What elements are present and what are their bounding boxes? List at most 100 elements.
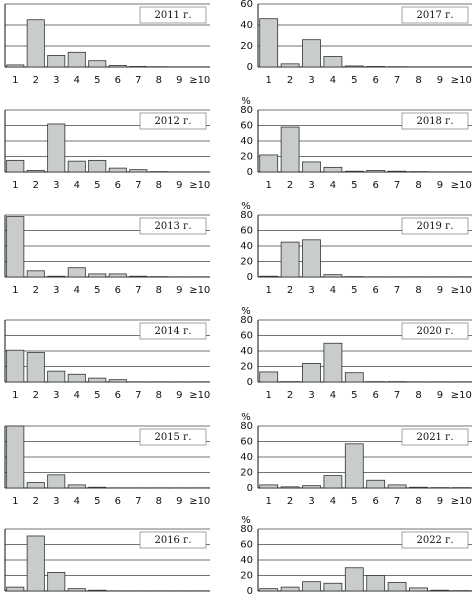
x-tick-label: 1 (12, 390, 18, 401)
x-tick-label: 4 (330, 390, 336, 401)
y-tick-label: 0 (247, 167, 253, 178)
x-tick-label: 3 (53, 180, 59, 191)
x-tick-label: 6 (373, 496, 379, 507)
bar (6, 586, 25, 592)
bar (409, 486, 428, 489)
x-tick-label: 8 (415, 180, 421, 191)
x-tick-label: ≥10 (189, 390, 210, 401)
y-tick-label: 0 (247, 586, 253, 597)
bar (409, 587, 428, 592)
x-tick-label: 3 (308, 496, 314, 507)
x-tick-label: 4 (74, 390, 80, 401)
y-tick-label: 40 (240, 136, 253, 147)
x-tick-label: ≥10 (451, 390, 472, 401)
bar (26, 170, 45, 173)
x-tick-label: 4 (74, 180, 80, 191)
y-tick-label: 40 (240, 346, 253, 357)
y-tick-label: 60 (240, 0, 253, 10)
x-tick-label: 5 (94, 496, 100, 507)
y-tick-label: 60 (240, 540, 253, 551)
y-axis-label: % (241, 96, 251, 107)
x-tick-label: 3 (308, 75, 314, 86)
bar (280, 486, 300, 489)
bar (47, 474, 66, 489)
x-tick-label: 7 (394, 496, 400, 507)
x-tick-label: 7 (135, 496, 141, 507)
bar (302, 581, 321, 592)
y-tick-label: 40 (240, 20, 253, 31)
bar (67, 484, 86, 489)
x-tick-label: 2 (33, 285, 39, 296)
x-tick-label: ≥10 (451, 180, 472, 191)
bar (323, 166, 343, 173)
x-tick-label: 2 (33, 180, 39, 191)
x-tick-label: 3 (53, 75, 59, 86)
bar (67, 160, 86, 173)
bar (26, 352, 45, 383)
bar (47, 55, 66, 68)
y-tick-label: 80 (240, 210, 253, 221)
bar (47, 572, 66, 592)
bar (108, 65, 127, 68)
x-tick-label: 1 (12, 180, 18, 191)
x-tick-label: 5 (351, 496, 357, 507)
bar (67, 51, 86, 68)
x-tick-label: 1 (266, 75, 272, 86)
bar (47, 370, 66, 383)
bar (129, 169, 148, 173)
y-tick-label: 60 (240, 121, 253, 132)
title-box (401, 112, 469, 130)
bar (323, 342, 343, 383)
bar (26, 19, 45, 68)
panel-title: 2017 г. (416, 10, 453, 21)
panel-title: 2020 г. (416, 326, 453, 337)
bar (67, 373, 86, 383)
panel-title: 2018 г. (416, 116, 453, 127)
x-tick-label: 2 (287, 180, 293, 191)
x-tick-label: 8 (415, 496, 421, 507)
title-box (401, 428, 469, 446)
x-tick-label: 9 (176, 180, 182, 191)
x-tick-label: 7 (135, 285, 141, 296)
bar (259, 588, 279, 592)
bar (302, 161, 321, 173)
title-box (401, 217, 469, 235)
x-tick-label: 1 (266, 496, 272, 507)
bar (6, 216, 25, 278)
y-tick-label: 0 (247, 483, 253, 494)
x-tick-label: 1 (266, 390, 272, 401)
bar (88, 589, 107, 592)
bar (67, 267, 86, 278)
bar (88, 377, 107, 383)
x-tick-label: 6 (373, 285, 379, 296)
bar (88, 60, 107, 68)
title-box (139, 531, 207, 549)
bar (108, 379, 127, 383)
bar (280, 63, 300, 68)
x-tick-label: 6 (115, 285, 121, 296)
x-tick-label: 6 (373, 75, 379, 86)
x-tick-label: ≥10 (189, 180, 210, 191)
x-tick-label: 7 (135, 180, 141, 191)
bar (6, 159, 25, 173)
title-box (139, 428, 207, 446)
y-tick-label: 20 (240, 152, 253, 163)
bar (387, 484, 407, 489)
bar (259, 18, 279, 68)
y-tick-label: 80 (240, 315, 253, 326)
bar (387, 170, 407, 173)
bar (259, 154, 279, 173)
x-tick-label: 4 (330, 496, 336, 507)
bar (280, 126, 300, 173)
y-tick-label: 20 (240, 468, 253, 479)
bar (366, 170, 386, 173)
x-tick-label: 9 (437, 496, 443, 507)
x-tick-label: ≥10 (451, 285, 472, 296)
x-tick-label: 3 (53, 496, 59, 507)
x-tick-label: 6 (115, 390, 121, 401)
panel-title: 2012 г. (154, 116, 191, 127)
x-tick-label: ≥10 (451, 496, 472, 507)
bar (88, 486, 107, 489)
bar (387, 582, 407, 592)
